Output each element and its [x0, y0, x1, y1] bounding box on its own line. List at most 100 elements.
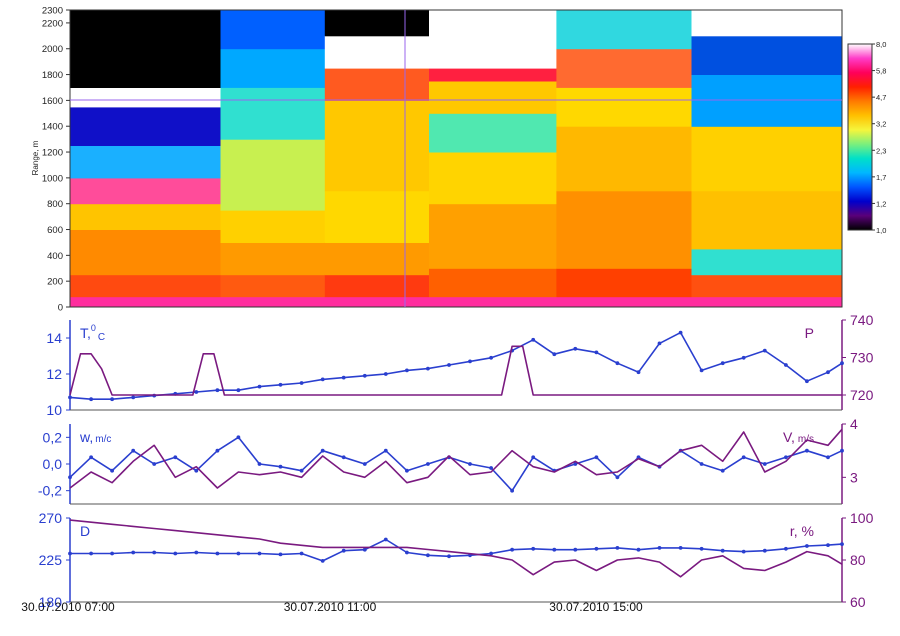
panel2-right-axis-label-sub: m/s — [798, 434, 814, 445]
panel2-series-w-point-4 — [152, 462, 157, 466]
panel3-left-tick-label-270: 270 — [39, 510, 63, 526]
panel2-series-w-point-24 — [573, 462, 578, 466]
panel1-series-T-point-22 — [531, 337, 536, 342]
panel1-series-T-point-31 — [720, 361, 725, 366]
heatmap-y-tick-label-1800: 1800 — [42, 70, 63, 81]
panel2-series-w-point-10 — [278, 464, 283, 469]
panel1-series-T-point-37 — [840, 361, 844, 366]
panel2-right-tick-label-3: 3 — [850, 469, 858, 485]
panel1-right-tick-label-720: 720 — [850, 387, 874, 403]
panel3-series-D-point-27 — [636, 547, 641, 552]
panel1-series-T-point-30 — [699, 368, 704, 373]
panel3-series-D-point-15 — [383, 537, 388, 542]
panel2-series-w-point-33 — [762, 462, 767, 466]
time-label-1500: 30.07.2010 15:00 — [549, 600, 643, 614]
heatmap-y-tick-label-1400: 1400 — [42, 122, 63, 133]
panel1-left-axis-label-sub: C — [98, 332, 105, 343]
panel3-series-D-point-3 — [131, 550, 136, 555]
panel1-series-T-point-35 — [805, 379, 809, 384]
panel3-series-D-point-35 — [805, 544, 809, 548]
panel1-right-tick-label-730: 730 — [850, 350, 874, 366]
heatmap-y-axis: 0 200 400 600 800 1000 1200 1400 1600 1800 2000 220… — [42, 6, 70, 314]
heatmap-cell-s5-l6 — [691, 35, 843, 75]
panel1-series-T-point-25 — [594, 350, 599, 355]
panel3-series-D-point-14 — [362, 547, 367, 552]
heatmap-cell-s3-l0 — [429, 296, 557, 308]
heatmap-cell-s0-l5 — [70, 145, 221, 179]
colorbar-tick-label-3: 3,2 — [876, 120, 886, 129]
panel1-series-T-point-18 — [447, 363, 451, 367]
panel-direction-humidity: 180 225 270 60 80 100 D r, % — [39, 510, 874, 610]
panel3-series-D-point-16 — [405, 550, 409, 555]
heatmap-y-tick-label-2200: 2200 — [42, 18, 63, 29]
panel1-series-T-point-2 — [110, 397, 114, 402]
panel1-series-T-line — [69, 331, 843, 401]
panel3-series-D-point-25 — [594, 546, 599, 551]
panel3-series-D-point-23 — [552, 547, 557, 552]
heatmap-cell-s1-l4 — [220, 139, 326, 211]
panel1-series-T-point-36 — [826, 370, 830, 375]
time-label-0700: 30.07.2010 07:00 — [21, 600, 115, 614]
panel3-series-D-point-13 — [341, 548, 346, 553]
heatmap-cells — [70, 10, 843, 308]
panel2-series-w-point-0 — [68, 475, 72, 480]
panel2-series-w-point-3 — [131, 448, 136, 453]
panel2-left-tick-label-0,0: 0,0 — [43, 456, 63, 472]
panel3-series-D-point-22 — [531, 546, 536, 551]
panel1-series-T-point-12 — [320, 377, 325, 382]
panel2-series-w-point-17 — [426, 462, 430, 466]
panel2-series-w-point-37 — [840, 448, 844, 453]
colorbar-tick-label-7: 1,0 — [876, 226, 886, 235]
heatmap-cell-s5-l4 — [691, 126, 843, 192]
panel3-series-D-point-1 — [89, 551, 93, 556]
heatmap-cell-s2-l6 — [324, 35, 430, 69]
panel3-series-D-point-17 — [426, 553, 430, 558]
lidar-heatmap: 0 200 400 600 800 1000 1200 1400 1600 1800 2000 220… — [31, 6, 843, 314]
panel1-right-axis-label: P — [805, 325, 814, 341]
panel1-series-T-point-14 — [362, 373, 367, 378]
panel2-series-w-point-20 — [489, 466, 493, 470]
heatmap-cell-s0-l8 — [70, 10, 221, 88]
panel1-series-T-point-32 — [741, 355, 746, 360]
heatmap-cell-s4-l5 — [556, 48, 692, 88]
panel2-left-axis-label-sub: m/c — [95, 434, 111, 445]
panel1-series-T-point-26 — [615, 361, 620, 366]
heatmap-cell-s0-l3 — [70, 203, 221, 230]
heatmap-y-tick-label-600: 600 — [47, 225, 63, 236]
panel2-series-w-point-16 — [405, 468, 409, 473]
panel2-series-w-point-13 — [341, 455, 346, 460]
panel-vertical-wind-speed: -0,2 0,0 0,2 3 4 w, m/c V, m/s — [38, 416, 858, 505]
heatmap-cell-s4-l3 — [556, 126, 692, 192]
panel2-left-tick-label--0,2: -0,2 — [38, 483, 62, 499]
heatmap-cell-s4-l2 — [556, 190, 692, 269]
heatmap-cell-s5-l2 — [691, 248, 843, 276]
panel2-series-w-point-31 — [720, 468, 725, 473]
heatmap-cell-s4-l4 — [556, 87, 692, 127]
panel1-series-T-point-13 — [341, 375, 346, 380]
panel1-series-T-point-1 — [89, 397, 93, 402]
heatmap-cell-s2-l1 — [324, 274, 430, 298]
heatmap-y-tick-label-1600: 1600 — [42, 96, 63, 107]
panel3-left-tick-label-180: 180 — [39, 594, 63, 610]
panel1-series-T-point-24 — [573, 346, 578, 351]
panel3-series-D-point-12 — [320, 559, 325, 563]
panel2-series-w-point-1 — [89, 455, 93, 460]
panel3-series-D-point-5 — [173, 551, 178, 556]
panel3-series-D-point-30 — [699, 546, 704, 551]
panel1-series-T-point-23 — [552, 352, 557, 357]
panel1-series-T-point-19 — [468, 359, 472, 364]
panel3-series-D-point-34 — [784, 546, 788, 551]
heatmap-cell-s0-l4 — [70, 177, 221, 205]
panel2-series-w-point-30 — [699, 462, 704, 466]
panel3-series-r-line — [69, 519, 843, 578]
heatmap-cell-s1-l5 — [220, 87, 326, 140]
heatmap-cell-s2-l0 — [324, 296, 430, 308]
panel1-series-T-point-15 — [383, 372, 388, 376]
heatmap-y-label: Range, m — [31, 140, 40, 175]
panel2-series-w-point-36 — [826, 455, 830, 460]
panel2-series-w-point-6 — [194, 468, 199, 473]
panel3-series-D-point-18 — [447, 554, 451, 559]
time-label-1100: 30.07.2010 11:00 — [284, 600, 377, 614]
colorbar: 8,0 5,8 4,7 3,2 2,3 1,7 1,2 1,0 — [847, 40, 886, 235]
